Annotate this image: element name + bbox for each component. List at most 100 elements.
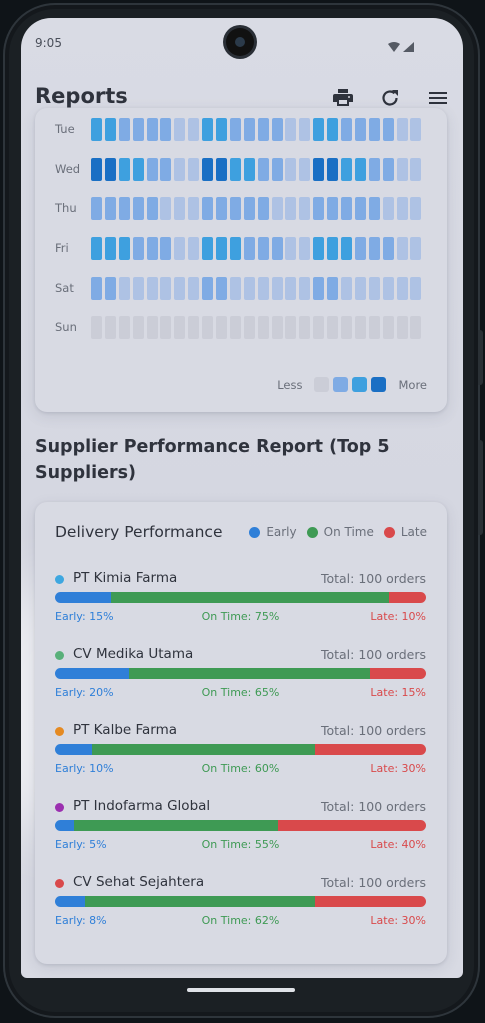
heatmap-cell[interactable] [118, 277, 130, 300]
heatmap-cell[interactable] [104, 197, 116, 220]
heatmap-cell[interactable] [327, 237, 339, 260]
heatmap-cell[interactable] [174, 197, 186, 220]
heatmap-cell[interactable] [174, 277, 186, 300]
heatmap-cell[interactable] [216, 197, 228, 220]
heatmap-cell[interactable] [202, 158, 214, 181]
heatmap-cell[interactable] [257, 316, 269, 339]
home-indicator[interactable] [187, 988, 295, 992]
heatmap-cell[interactable] [188, 158, 200, 181]
supplier-row[interactable]: PT Indofarma Global Total: 100 orders Earl… [55, 798, 426, 862]
heatmap-cell[interactable] [354, 277, 366, 300]
heatmap-cell[interactable] [229, 158, 241, 181]
heatmap-cell[interactable] [271, 277, 283, 300]
heatmap-cell[interactable] [216, 237, 228, 260]
heatmap-cell[interactable] [327, 118, 339, 141]
heatmap-cell[interactable] [243, 158, 255, 181]
heatmap-cell[interactable] [146, 237, 158, 260]
heatmap-cell[interactable] [146, 158, 158, 181]
heatmap-cell[interactable] [271, 197, 283, 220]
heatmap-cell[interactable] [257, 158, 269, 181]
heatmap-cell[interactable] [354, 237, 366, 260]
heatmap-cell[interactable] [313, 237, 325, 260]
heatmap-cell[interactable] [132, 316, 144, 339]
heatmap-cell[interactable] [396, 316, 408, 339]
heatmap-cell[interactable] [327, 158, 339, 181]
heatmap-cell[interactable] [313, 316, 325, 339]
heatmap-cell[interactable] [132, 277, 144, 300]
heatmap-cell[interactable] [410, 158, 422, 181]
heatmap-cell[interactable] [327, 197, 339, 220]
print-icon[interactable] [331, 86, 355, 110]
heatmap-cell[interactable] [257, 277, 269, 300]
heatmap-cell[interactable] [216, 316, 228, 339]
heatmap-cell[interactable] [368, 118, 380, 141]
heatmap-cell[interactable] [146, 197, 158, 220]
heatmap-cell[interactable] [188, 316, 200, 339]
heatmap-cell[interactable] [341, 197, 353, 220]
heatmap-cell[interactable] [354, 197, 366, 220]
heatmap-cell[interactable] [368, 158, 380, 181]
heatmap-cell[interactable] [410, 118, 422, 141]
heatmap-cell[interactable] [396, 237, 408, 260]
heatmap-cell[interactable] [368, 316, 380, 339]
heatmap-cell[interactable] [91, 316, 102, 339]
heatmap-cell[interactable] [104, 316, 116, 339]
heatmap-cell[interactable] [410, 237, 422, 260]
heatmap-cell[interactable] [354, 158, 366, 181]
refresh-icon[interactable] [378, 86, 402, 110]
heatmap-cell[interactable] [271, 316, 283, 339]
heatmap-cell[interactable] [216, 277, 228, 300]
heatmap-cell[interactable] [229, 118, 241, 141]
heatmap-cell[interactable] [174, 316, 186, 339]
heatmap-cell[interactable] [396, 277, 408, 300]
heatmap-cell[interactable] [396, 118, 408, 141]
heatmap-cell[interactable] [216, 118, 228, 141]
heatmap-cell[interactable] [410, 277, 422, 300]
heatmap-cell[interactable] [382, 197, 394, 220]
heatmap-cell[interactable] [174, 118, 186, 141]
heatmap-cell[interactable] [132, 118, 144, 141]
heatmap-cell[interactable] [91, 197, 102, 220]
heatmap-cell[interactable] [285, 316, 297, 339]
heatmap-cell[interactable] [396, 197, 408, 220]
heatmap-cell[interactable] [243, 316, 255, 339]
heatmap-cell[interactable] [299, 277, 311, 300]
heatmap-cell[interactable] [271, 237, 283, 260]
heatmap-cell[interactable] [174, 158, 186, 181]
menu-icon[interactable] [426, 86, 450, 110]
heatmap-cell[interactable] [104, 118, 116, 141]
heatmap-cell[interactable] [313, 118, 325, 141]
heatmap-cell[interactable] [188, 118, 200, 141]
heatmap-cell[interactable] [229, 277, 241, 300]
supplier-row[interactable]: PT Kimia Farma Total: 100 orders Early: 15… [55, 570, 426, 634]
heatmap-cell[interactable] [410, 197, 422, 220]
heatmap-cell[interactable] [299, 197, 311, 220]
heatmap-cell[interactable] [341, 158, 353, 181]
heatmap-cell[interactable] [188, 237, 200, 260]
heatmap-cell[interactable] [216, 158, 228, 181]
heatmap-cell[interactable] [285, 237, 297, 260]
heatmap-cell[interactable] [160, 158, 172, 181]
heatmap-cell[interactable] [410, 316, 422, 339]
heatmap-cell[interactable] [257, 118, 269, 141]
heatmap-cell[interactable] [132, 158, 144, 181]
heatmap-cell[interactable] [118, 197, 130, 220]
supplier-row[interactable]: PT Kalbe Farma Total: 100 orders Early: 10… [55, 722, 426, 786]
heatmap-cell[interactable] [271, 158, 283, 181]
heatmap-cell[interactable] [354, 316, 366, 339]
heatmap-cell[interactable] [382, 237, 394, 260]
heatmap-cell[interactable] [174, 237, 186, 260]
heatmap-cell[interactable] [118, 118, 130, 141]
heatmap-cell[interactable] [202, 277, 214, 300]
heatmap-cell[interactable] [341, 118, 353, 141]
heatmap-cell[interactable] [285, 118, 297, 141]
heatmap-cell[interactable] [285, 197, 297, 220]
heatmap-cell[interactable] [118, 158, 130, 181]
heatmap-cell[interactable] [271, 118, 283, 141]
heatmap-cell[interactable] [132, 237, 144, 260]
heatmap-cell[interactable] [243, 277, 255, 300]
heatmap-cell[interactable] [146, 277, 158, 300]
heatmap-cell[interactable] [146, 316, 158, 339]
heatmap-cell[interactable] [91, 118, 102, 141]
heatmap-cell[interactable] [313, 277, 325, 300]
